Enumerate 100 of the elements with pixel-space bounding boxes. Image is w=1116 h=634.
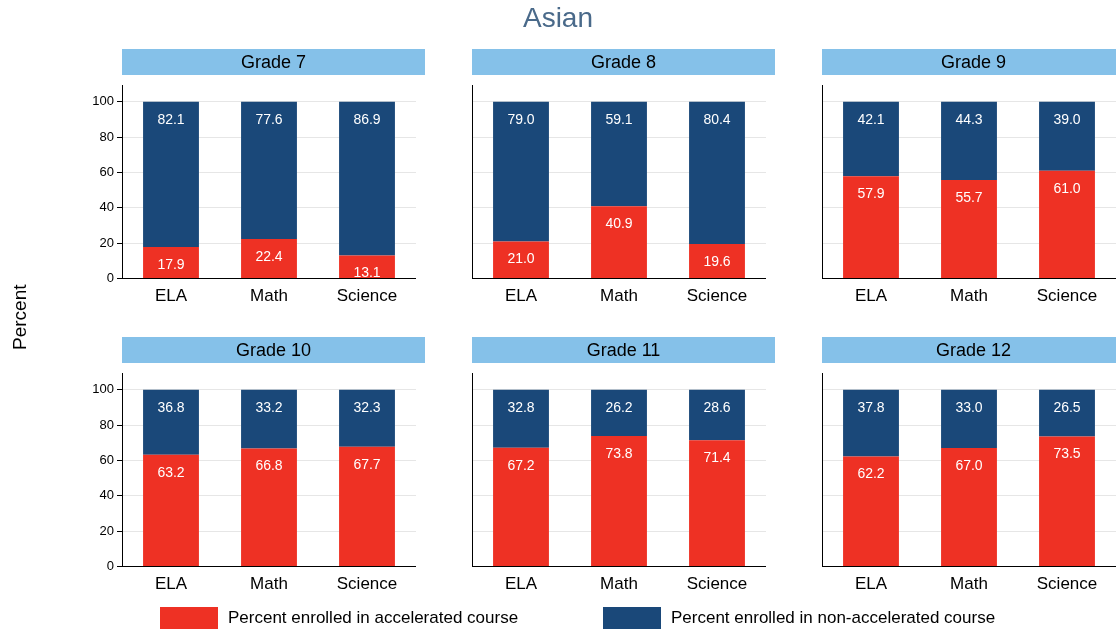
bar	[493, 447, 549, 567]
y-tick-label: 20	[99, 522, 114, 538]
data-label: 40.9	[605, 215, 633, 232]
data-label: 28.6	[703, 398, 731, 415]
y-tick-label: 60	[99, 164, 114, 180]
bar	[941, 180, 997, 279]
bar	[493, 101, 549, 242]
x-tick-label: Math	[950, 574, 988, 594]
data-label: 21.0	[507, 250, 535, 267]
bar	[689, 101, 745, 244]
data-label: 82.1	[157, 110, 185, 127]
bar	[143, 389, 199, 455]
y-tick-label: 20	[99, 234, 114, 250]
data-label: 67.7	[353, 455, 381, 472]
data-label: 26.5	[1053, 398, 1081, 415]
data-label: 80.4	[703, 110, 731, 127]
y-tick-label: 100	[92, 381, 114, 397]
y-tick-label: 80	[99, 416, 114, 432]
bar	[339, 446, 395, 567]
data-label: 17.9	[157, 255, 185, 272]
data-label: 32.8	[507, 398, 535, 415]
chart-subtitle: Grade 12	[822, 337, 1116, 363]
x-tick-label: Science	[1036, 286, 1098, 306]
x-tick-label: Science	[1036, 574, 1098, 594]
data-label: 19.6	[703, 252, 731, 269]
data-label: 22.4	[255, 247, 283, 264]
chart-subtitle: Grade 7	[122, 49, 425, 75]
data-label: 36.8	[157, 398, 185, 415]
x-tick-label: Science	[336, 574, 398, 594]
bar	[143, 246, 199, 279]
x-tick-label: Math	[600, 574, 638, 594]
data-label: 63.2	[157, 463, 185, 480]
bar	[493, 389, 549, 448]
y-axis-title: Percent	[9, 284, 31, 350]
bar	[1039, 101, 1095, 171]
bar	[941, 448, 997, 567]
bar	[241, 448, 297, 567]
bar	[689, 440, 745, 567]
x-tick-label: Math	[950, 286, 988, 306]
data-label: 44.3	[955, 110, 983, 127]
bar	[689, 389, 745, 441]
x-tick-label: ELA	[504, 286, 538, 306]
bar	[941, 101, 997, 181]
chart-subtitle: Grade 11	[472, 337, 775, 363]
data-label: 71.4	[703, 449, 731, 466]
bar	[241, 389, 297, 449]
data-label: 67.2	[507, 456, 535, 473]
data-label: 37.8	[857, 398, 885, 415]
data-label: 66.8	[255, 457, 283, 474]
bar	[843, 389, 899, 457]
x-tick-label: ELA	[154, 286, 188, 306]
text: Asian	[521, 2, 594, 34]
data-label: 67.0	[955, 456, 983, 473]
x-tick-label: Science	[686, 574, 748, 594]
x-tick-label: Math	[250, 286, 288, 306]
chart-subtitle: Grade 8	[472, 49, 775, 75]
x-tick-label: ELA	[854, 286, 888, 306]
bar	[339, 255, 395, 279]
data-label: 33.2	[255, 398, 283, 415]
y-tick-label: 80	[99, 128, 114, 144]
x-tick-label: Math	[250, 574, 288, 594]
bar	[591, 436, 647, 567]
bar	[843, 456, 899, 567]
data-label: 26.2	[605, 398, 633, 415]
data-label: 62.2	[857, 465, 885, 482]
bar	[241, 101, 297, 239]
bar	[591, 101, 647, 207]
data-label: 73.8	[605, 444, 633, 461]
data-label: 13.1	[353, 264, 381, 281]
bar	[339, 389, 395, 447]
x-tick-label: ELA	[504, 574, 538, 594]
x-tick-label: Science	[336, 286, 398, 306]
data-label: 57.9	[857, 185, 885, 202]
y-tick-label: 100	[92, 93, 114, 109]
bar	[143, 101, 199, 247]
bar	[843, 101, 899, 177]
bar	[941, 389, 997, 449]
bar	[591, 389, 647, 437]
x-tick-label: Math	[600, 286, 638, 306]
bar	[339, 101, 395, 256]
y-tick-label: 40	[99, 487, 114, 503]
legend-label: Percent enrolled in non-accelerated course	[671, 608, 996, 628]
y-tick-label: 60	[99, 452, 114, 468]
y-tick-label: 0	[106, 270, 114, 286]
data-label: 86.9	[353, 110, 381, 127]
data-label: 61.0	[1053, 179, 1081, 196]
x-tick-label: ELA	[854, 574, 888, 594]
bar	[591, 206, 647, 279]
y-tick-label: 0	[106, 558, 114, 574]
y-tick-label: 40	[99, 199, 114, 215]
chart-subtitle: Grade 9	[822, 49, 1116, 75]
bar	[1039, 436, 1095, 567]
x-tick-label: ELA	[154, 574, 188, 594]
x-tick-label: Science	[686, 286, 748, 306]
chart-subtitle: Grade 10	[122, 337, 425, 363]
data-label: 39.0	[1053, 110, 1081, 127]
data-label: 55.7	[955, 188, 983, 205]
bar	[689, 243, 745, 279]
bar	[241, 238, 297, 279]
legend-label: Percent enrolled in accelerated course	[228, 608, 519, 628]
